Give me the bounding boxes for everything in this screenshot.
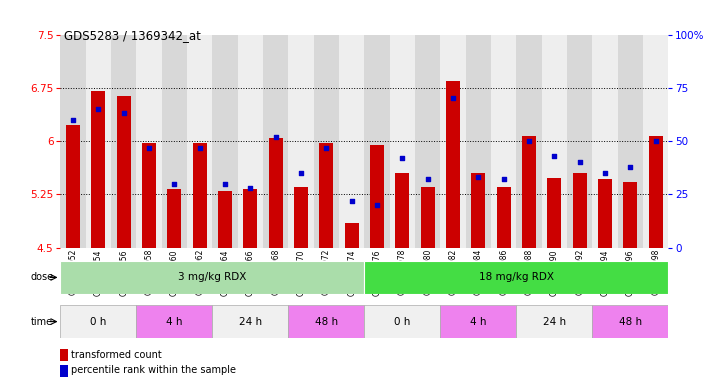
Bar bbox=[395, 173, 410, 248]
Point bbox=[169, 181, 180, 187]
Bar bbox=[60, 35, 86, 248]
Point bbox=[270, 134, 282, 140]
Bar bbox=[415, 35, 440, 248]
Bar bbox=[92, 91, 105, 248]
Bar bbox=[86, 35, 111, 248]
Point bbox=[194, 144, 205, 151]
Bar bbox=[339, 35, 365, 248]
Bar bbox=[237, 35, 263, 248]
Bar bbox=[440, 35, 466, 248]
Bar bbox=[142, 142, 156, 248]
Text: 48 h: 48 h bbox=[619, 316, 642, 327]
Point bbox=[473, 174, 484, 180]
Point bbox=[118, 110, 129, 116]
Bar bbox=[370, 145, 384, 248]
Bar bbox=[491, 35, 516, 248]
Bar bbox=[471, 173, 486, 248]
Bar bbox=[522, 136, 536, 248]
Bar bbox=[289, 35, 314, 248]
Bar bbox=[364, 35, 390, 248]
Bar bbox=[440, 305, 516, 338]
Bar bbox=[592, 305, 668, 338]
Bar bbox=[60, 261, 364, 294]
Text: transformed count: transformed count bbox=[71, 350, 162, 360]
Bar bbox=[592, 35, 618, 248]
Point bbox=[371, 202, 383, 208]
Bar bbox=[289, 305, 364, 338]
Bar bbox=[66, 126, 80, 248]
Text: 4 h: 4 h bbox=[166, 316, 183, 327]
Bar bbox=[168, 189, 181, 248]
Bar bbox=[187, 35, 213, 248]
Bar bbox=[137, 35, 162, 248]
Bar bbox=[573, 173, 587, 248]
Text: 0 h: 0 h bbox=[394, 316, 410, 327]
Point bbox=[422, 176, 434, 182]
Bar bbox=[137, 305, 213, 338]
Bar bbox=[516, 35, 542, 248]
Bar bbox=[60, 305, 137, 338]
Text: 3 mg/kg RDX: 3 mg/kg RDX bbox=[178, 272, 247, 283]
Point bbox=[523, 138, 535, 144]
Bar bbox=[618, 35, 643, 248]
Text: 24 h: 24 h bbox=[542, 316, 566, 327]
Bar bbox=[60, 349, 68, 361]
Bar bbox=[364, 305, 440, 338]
Text: GDS5283 / 1369342_at: GDS5283 / 1369342_at bbox=[64, 29, 201, 42]
Bar bbox=[193, 143, 207, 248]
Point bbox=[650, 138, 661, 144]
Text: 4 h: 4 h bbox=[470, 316, 486, 327]
Bar bbox=[466, 35, 491, 248]
Bar bbox=[162, 35, 187, 248]
Bar bbox=[243, 189, 257, 248]
Text: time: time bbox=[31, 316, 53, 327]
Bar bbox=[117, 96, 131, 248]
Text: 0 h: 0 h bbox=[90, 316, 107, 327]
Point bbox=[447, 96, 459, 102]
Point bbox=[625, 164, 636, 170]
Bar bbox=[390, 35, 415, 248]
Point bbox=[68, 117, 79, 123]
Point bbox=[498, 176, 509, 182]
Point bbox=[397, 155, 408, 161]
Text: percentile rank within the sample: percentile rank within the sample bbox=[71, 366, 236, 376]
Text: dose: dose bbox=[30, 272, 53, 283]
Bar bbox=[314, 35, 339, 248]
Point bbox=[144, 144, 155, 151]
Bar bbox=[446, 81, 460, 248]
Bar bbox=[345, 223, 358, 248]
Text: 24 h: 24 h bbox=[239, 316, 262, 327]
Bar bbox=[364, 261, 668, 294]
Point bbox=[574, 159, 585, 166]
Point bbox=[92, 106, 104, 112]
Bar bbox=[421, 187, 434, 248]
Bar bbox=[497, 187, 510, 248]
Bar bbox=[60, 365, 68, 377]
Bar bbox=[263, 35, 289, 248]
Point bbox=[599, 170, 611, 176]
Text: 48 h: 48 h bbox=[315, 316, 338, 327]
Point bbox=[321, 144, 332, 151]
Bar bbox=[213, 35, 237, 248]
Point bbox=[245, 185, 256, 191]
Point bbox=[220, 181, 231, 187]
Bar bbox=[218, 191, 232, 248]
Point bbox=[346, 198, 358, 204]
Bar bbox=[547, 178, 561, 248]
Bar bbox=[624, 182, 637, 248]
Bar bbox=[294, 187, 308, 248]
Bar bbox=[643, 35, 668, 248]
Bar bbox=[542, 35, 567, 248]
Point bbox=[295, 170, 306, 176]
Bar bbox=[319, 143, 333, 248]
Bar bbox=[213, 305, 289, 338]
Bar bbox=[598, 179, 612, 248]
Bar bbox=[269, 138, 283, 248]
Bar bbox=[567, 35, 592, 248]
Point bbox=[549, 153, 560, 159]
Bar bbox=[111, 35, 137, 248]
Bar bbox=[516, 305, 592, 338]
Text: 18 mg/kg RDX: 18 mg/kg RDX bbox=[479, 272, 554, 283]
Bar bbox=[648, 136, 663, 248]
